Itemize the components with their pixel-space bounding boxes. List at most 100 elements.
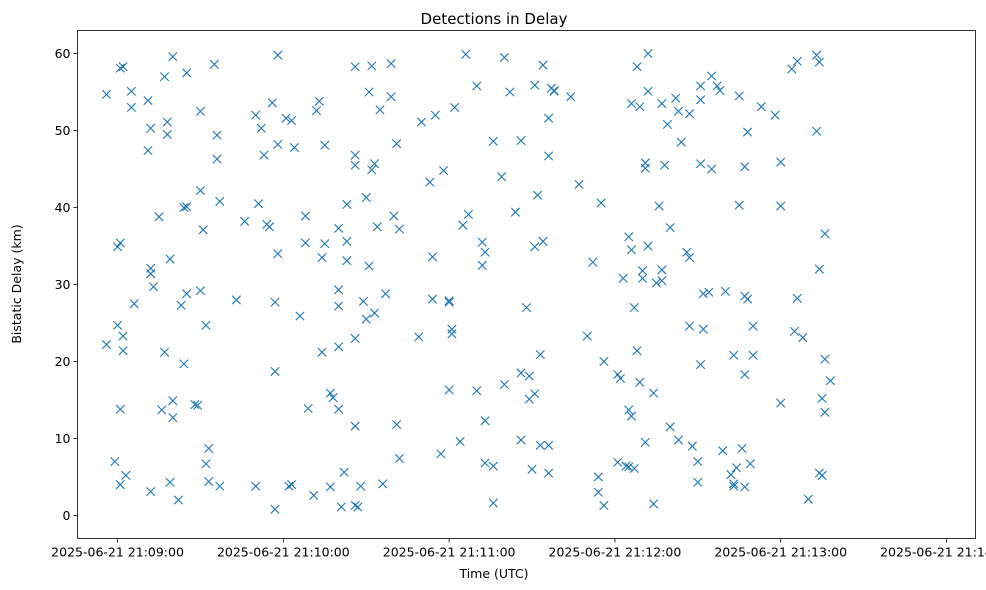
- data-point: [195, 106, 206, 116]
- data-point: [665, 222, 675, 233]
- y-tick: 50: [55, 123, 78, 138]
- data-point: [439, 165, 449, 176]
- x-tick: 2025-06-21 21:10:00: [217, 538, 350, 560]
- data-point: [350, 421, 360, 431]
- data-point: [289, 142, 299, 153]
- data-point: [300, 211, 311, 221]
- data-point: [524, 371, 534, 381]
- data-point: [436, 449, 446, 459]
- data-point: [756, 102, 766, 112]
- data-point: [273, 50, 283, 60]
- x-tick: 2025-06-21 21:13:00: [714, 538, 847, 560]
- data-point: [179, 359, 189, 369]
- x-axis-ticks: 2025-06-21 21:09:00 2025-06-21 21:10:00 20…: [51, 538, 986, 560]
- data-point: [320, 239, 330, 249]
- data-point: [734, 200, 744, 210]
- data-point: [378, 479, 388, 489]
- data-point: [792, 56, 802, 66]
- data-point: [516, 435, 526, 445]
- data-point: [118, 62, 128, 72]
- data-point: [201, 320, 211, 330]
- data-point: [599, 500, 609, 510]
- data-point: [253, 199, 264, 209]
- data-point: [477, 260, 487, 270]
- data-point: [251, 481, 261, 491]
- data-point: [527, 464, 537, 474]
- data-point: [825, 376, 836, 386]
- data-point: [284, 481, 294, 491]
- data-point: [339, 467, 349, 477]
- data-point: [593, 487, 603, 497]
- x-tick-label: 2025-06-21 21:11:00: [383, 545, 516, 560]
- data-point: [798, 333, 808, 343]
- data-point: [444, 296, 454, 306]
- y-tick-label: 30: [55, 277, 71, 292]
- data-point: [146, 486, 156, 497]
- data-point: [325, 388, 335, 398]
- data-point: [455, 436, 465, 447]
- plot-area: [77, 30, 976, 539]
- data-point: [101, 89, 112, 99]
- x-tick: 2025-06-21 21:12:00: [549, 538, 681, 560]
- data-point: [394, 224, 404, 234]
- data-point: [146, 123, 156, 133]
- data-point: [742, 127, 753, 137]
- data-point: [626, 245, 637, 255]
- data-point: [334, 301, 344, 311]
- axes-frame: [77, 30, 976, 539]
- data-point: [392, 419, 402, 430]
- data-point: [201, 459, 211, 469]
- data-point: [477, 237, 487, 247]
- data-point: [820, 229, 830, 239]
- data-point: [662, 119, 673, 129]
- data-point: [516, 135, 526, 146]
- x-tick: 2025-06-21 21:11:00: [383, 538, 516, 560]
- data-point: [613, 369, 623, 380]
- data-point: [148, 282, 159, 292]
- data-point: [427, 252, 438, 262]
- data-point: [425, 177, 435, 187]
- data-point: [154, 212, 164, 222]
- data-point: [671, 93, 681, 103]
- data-point: [157, 405, 167, 415]
- data-point: [256, 123, 266, 133]
- data-point: [270, 504, 280, 514]
- data-point: [165, 477, 175, 487]
- x-tick-label: 2025-06-21 21:13:00: [714, 545, 847, 560]
- data-point: [209, 59, 219, 69]
- scatter-markers: [101, 49, 836, 514]
- data-point: [386, 59, 396, 69]
- data-point: [309, 490, 319, 500]
- data-point: [737, 443, 747, 454]
- data-point: [637, 266, 648, 276]
- data-point: [629, 463, 639, 474]
- data-point: [118, 346, 128, 356]
- data-point: [510, 207, 521, 217]
- data-point: [342, 236, 352, 246]
- data-point: [112, 242, 123, 252]
- data-point: [267, 98, 277, 108]
- data-point: [273, 249, 283, 259]
- data-point: [549, 86, 559, 96]
- data-point: [165, 254, 175, 264]
- data-point: [544, 151, 554, 161]
- data-point: [789, 326, 800, 337]
- y-tick-label: 10: [55, 431, 71, 446]
- data-point: [521, 303, 532, 313]
- data-point: [259, 150, 269, 160]
- data-point: [463, 209, 474, 220]
- data-point: [624, 232, 634, 242]
- data-point: [712, 81, 722, 91]
- data-point: [624, 405, 634, 415]
- data-point: [350, 150, 360, 160]
- data-point: [544, 113, 554, 123]
- data-point: [317, 252, 327, 263]
- data-point: [182, 289, 192, 299]
- data-point: [676, 137, 686, 147]
- data-point: [195, 186, 206, 196]
- data-point: [350, 160, 360, 170]
- data-point: [657, 265, 667, 275]
- data-point: [499, 52, 509, 63]
- data-point: [673, 106, 684, 116]
- data-point: [472, 81, 482, 91]
